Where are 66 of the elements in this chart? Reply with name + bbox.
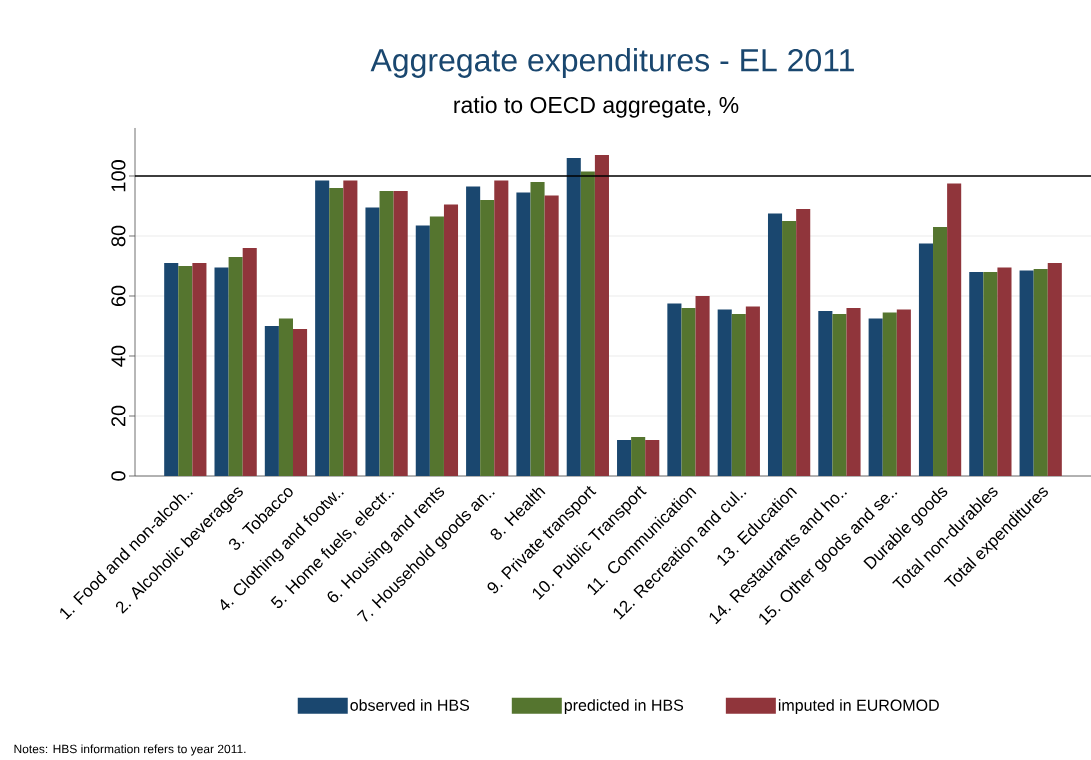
bar (228, 257, 243, 476)
bar (393, 191, 408, 476)
bar (242, 248, 257, 476)
bar (868, 318, 883, 476)
bar (264, 326, 279, 476)
bar (443, 204, 459, 476)
bar (566, 158, 581, 476)
bar (832, 314, 847, 476)
y-tick-label: 100 (111, 160, 126, 192)
bar (293, 329, 308, 476)
bar (745, 306, 760, 476)
bar (192, 263, 207, 476)
bar (695, 296, 710, 476)
bar (365, 207, 380, 476)
text: Notes: HBS information refers to year 2011. (14, 744, 246, 756)
bar (329, 188, 344, 476)
legend-label: observed in HBS (350, 699, 470, 711)
bar (1047, 263, 1062, 476)
bar (969, 272, 984, 476)
bar (343, 180, 358, 476)
bar (681, 308, 696, 476)
bar (580, 171, 595, 476)
bar (415, 225, 430, 476)
bar (617, 440, 632, 476)
bar (796, 209, 811, 476)
bar (645, 440, 660, 476)
bar (164, 263, 179, 476)
chart-subtitle: ratio to OECD aggregate, % (454, 96, 739, 118)
bar (983, 272, 998, 476)
bar (530, 182, 545, 476)
bar (315, 180, 330, 476)
bar (947, 183, 962, 476)
y-tick-label: 80 (111, 225, 126, 247)
bar (918, 243, 934, 476)
bar (516, 192, 531, 476)
bar (1019, 270, 1034, 476)
y-tick-label: 40 (111, 345, 126, 367)
legend-label: imputed in EUROMOD (778, 699, 939, 715)
bar (278, 318, 293, 476)
y-tick-label: 0 (111, 471, 126, 481)
chart-title: Aggregate expenditures - EL 2011 (370, 48, 854, 78)
bar (594, 155, 609, 476)
bar (717, 309, 732, 476)
bar (933, 227, 948, 476)
bar (631, 437, 646, 476)
bar (466, 186, 481, 476)
bar (1033, 269, 1048, 476)
y-tick-label: 60 (111, 285, 126, 307)
bar (667, 303, 682, 476)
bar (480, 200, 495, 476)
bar (896, 309, 911, 476)
bar (846, 308, 861, 476)
bar (782, 221, 797, 476)
bar (882, 312, 897, 476)
bar (767, 213, 783, 476)
bar (818, 311, 833, 476)
bar (379, 191, 394, 476)
legend-label: predicted in HBS (564, 699, 684, 715)
bar (997, 267, 1012, 476)
bar (214, 267, 229, 476)
bar (731, 314, 746, 476)
bar (178, 266, 193, 476)
bar (544, 195, 559, 476)
bar (494, 180, 509, 476)
y-tick-label: 20 (111, 405, 126, 427)
bar (429, 216, 444, 476)
